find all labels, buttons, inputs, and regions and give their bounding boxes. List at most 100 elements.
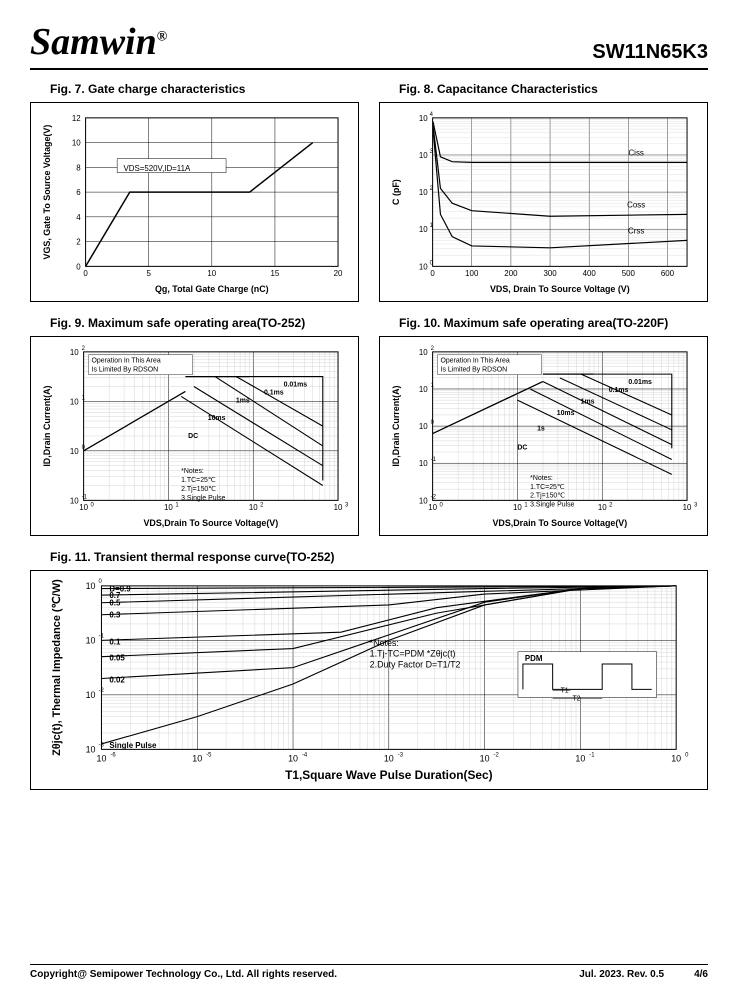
svg-text:10: 10: [419, 459, 428, 468]
svg-text:3: 3: [345, 502, 349, 508]
svg-text:10: 10: [86, 744, 96, 754]
svg-text:ID,Drain Current(A): ID,Drain Current(A): [42, 385, 52, 466]
svg-text:2: 2: [76, 238, 80, 247]
svg-text:2: 2: [260, 502, 263, 508]
svg-text:0: 0: [91, 502, 95, 508]
svg-text:12: 12: [72, 114, 81, 123]
svg-text:10: 10: [419, 348, 428, 357]
svg-text:1ms: 1ms: [236, 397, 250, 404]
svg-text:T2: T2: [572, 695, 580, 702]
svg-text:VGS, Gate To Source Voltage(V: VGS, Gate To Source Voltage(V): [42, 125, 52, 260]
svg-text:Single Pulse: Single Pulse: [109, 741, 157, 750]
svg-text:0: 0: [685, 752, 689, 758]
svg-text:10: 10: [419, 188, 428, 197]
svg-text:100: 100: [465, 269, 479, 278]
svg-text:10: 10: [419, 225, 428, 234]
fig10-title: Fig. 10. Maximum safe operating area(TO-…: [379, 316, 708, 330]
svg-text:10ms: 10ms: [557, 410, 575, 417]
svg-text:-2: -2: [494, 752, 499, 758]
svg-text:DC: DC: [517, 445, 527, 452]
svg-text:T1: T1: [561, 687, 569, 694]
svg-text:0.3: 0.3: [109, 611, 121, 620]
svg-text:10: 10: [288, 753, 298, 763]
footer-copyright: Copyright@ Semipower Technology Co., Ltd…: [30, 969, 337, 980]
svg-text:3.Single Pulse: 3.Single Pulse: [181, 495, 225, 502]
svg-text:10: 10: [164, 503, 173, 512]
svg-text:1: 1: [175, 502, 179, 508]
svg-text:10: 10: [513, 503, 522, 512]
fig9-col: Fig. 9. Maximum safe operating area(TO-2…: [30, 316, 359, 536]
svg-text:0: 0: [83, 269, 88, 278]
svg-text:10: 10: [428, 503, 437, 512]
svg-text:-5: -5: [206, 752, 212, 758]
fig8-title: Fig. 8. Capacitance Characteristics: [379, 82, 708, 96]
svg-text:10: 10: [207, 269, 216, 278]
fig10-col: Fig. 10. Maximum safe operating area(TO-…: [379, 316, 708, 536]
svg-text:C (pF): C (pF): [391, 179, 401, 205]
svg-text:10: 10: [419, 496, 428, 505]
svg-text:Coss: Coss: [627, 200, 645, 209]
fig10-chart: 10010110210310-210-11001011020.01ms0.1ms…: [379, 336, 708, 536]
page-header: Samwin® SW11N65K3: [30, 20, 708, 70]
svg-text:2: 2: [609, 502, 612, 508]
svg-text:10: 10: [575, 753, 585, 763]
svg-text:10: 10: [86, 635, 96, 645]
svg-text:10: 10: [598, 503, 607, 512]
svg-text:15: 15: [271, 269, 280, 278]
svg-text:10: 10: [671, 753, 681, 763]
svg-text:4: 4: [430, 112, 434, 118]
fig9-chart: 10010110210310-11001011020.01ms0.1ms1ms1…: [30, 336, 359, 536]
fig11-title: Fig. 11. Transient thermal response curv…: [30, 550, 708, 564]
part-number: SW11N65K3: [592, 41, 708, 64]
svg-text:10: 10: [384, 753, 394, 763]
svg-text:2.Tj=150℃: 2.Tj=150℃: [530, 493, 565, 500]
svg-text:Operation In This Area: Operation In This Area: [92, 358, 161, 365]
svg-text:1.Tj-TC=PDM *Zθjc(t): 1.Tj-TC=PDM *Zθjc(t): [370, 649, 456, 659]
svg-text:Crss: Crss: [628, 226, 644, 235]
brand-logo: Samwin®: [30, 20, 167, 64]
svg-text:VDS=520V,ID=11A: VDS=520V,ID=11A: [123, 164, 191, 173]
svg-text:10: 10: [86, 581, 96, 591]
svg-text:10: 10: [419, 385, 428, 394]
svg-text:T1,Square Wave Pulse Duration(: T1,Square Wave Pulse Duration(Sec): [285, 768, 492, 782]
svg-text:-2: -2: [431, 494, 436, 500]
svg-text:1s: 1s: [537, 426, 545, 433]
svg-text:300: 300: [543, 269, 557, 278]
footer-right: Jul. 2023. Rev. 0.5 4/6: [579, 969, 708, 980]
svg-text:10: 10: [79, 503, 88, 512]
fig8-svg: 0100200300400500600100101102103104CissCo…: [380, 103, 707, 301]
svg-text:0: 0: [76, 262, 81, 271]
svg-text:2.Duty Factor D=T1/T2: 2.Duty Factor D=T1/T2: [370, 660, 461, 670]
svg-text:10: 10: [70, 348, 79, 357]
svg-text:Is Limited By RDSON: Is Limited By RDSON: [92, 367, 159, 374]
svg-text:0.1ms: 0.1ms: [264, 389, 284, 396]
svg-text:10: 10: [419, 151, 428, 160]
svg-text:0.1ms: 0.1ms: [609, 387, 629, 394]
svg-text:PDM: PDM: [525, 654, 543, 663]
svg-text:1.TC=25℃: 1.TC=25℃: [181, 477, 216, 484]
svg-text:Qg, Total Gate Charge (nC): Qg, Total Gate Charge (nC): [155, 284, 269, 294]
footer-page: 4/6: [694, 969, 708, 980]
svg-text:0: 0: [98, 579, 102, 585]
footer-date: Jul. 2023. Rev. 0.5: [579, 969, 664, 980]
svg-text:*Notes:: *Notes:: [181, 468, 204, 475]
svg-text:4: 4: [76, 213, 81, 222]
svg-text:200: 200: [504, 269, 518, 278]
svg-text:VDS, Drain To Source Voltage (: VDS, Drain To Source Voltage (V): [490, 284, 630, 294]
svg-text:0.02: 0.02: [109, 675, 125, 684]
svg-text:0.5: 0.5: [109, 599, 121, 608]
svg-text:10: 10: [192, 753, 202, 763]
fig7-title: Fig. 7. Gate charge characteristics: [30, 82, 359, 96]
svg-text:2: 2: [82, 346, 85, 352]
svg-text:*Notes:: *Notes:: [370, 638, 399, 648]
fig8-col: Fig. 8. Capacitance Characteristics 0100…: [379, 82, 708, 302]
fig7-chart: 05101520024681012VDS=520V,ID=11AQg, Tota…: [30, 102, 359, 302]
svg-text:Is Limited By RDSON: Is Limited By RDSON: [441, 367, 508, 374]
row-1: Fig. 7. Gate charge characteristics 0510…: [30, 82, 708, 302]
page-footer: Copyright@ Semipower Technology Co., Ltd…: [30, 964, 708, 980]
svg-text:0.01ms: 0.01ms: [284, 382, 308, 389]
svg-text:-1: -1: [589, 752, 595, 758]
fig7-svg: 05101520024681012VDS=520V,ID=11AQg, Tota…: [31, 103, 358, 301]
fig11-chart: 10-610-510-410-310-210-110010-310-210-11…: [30, 570, 708, 790]
svg-text:*Notes:: *Notes:: [530, 475, 553, 482]
